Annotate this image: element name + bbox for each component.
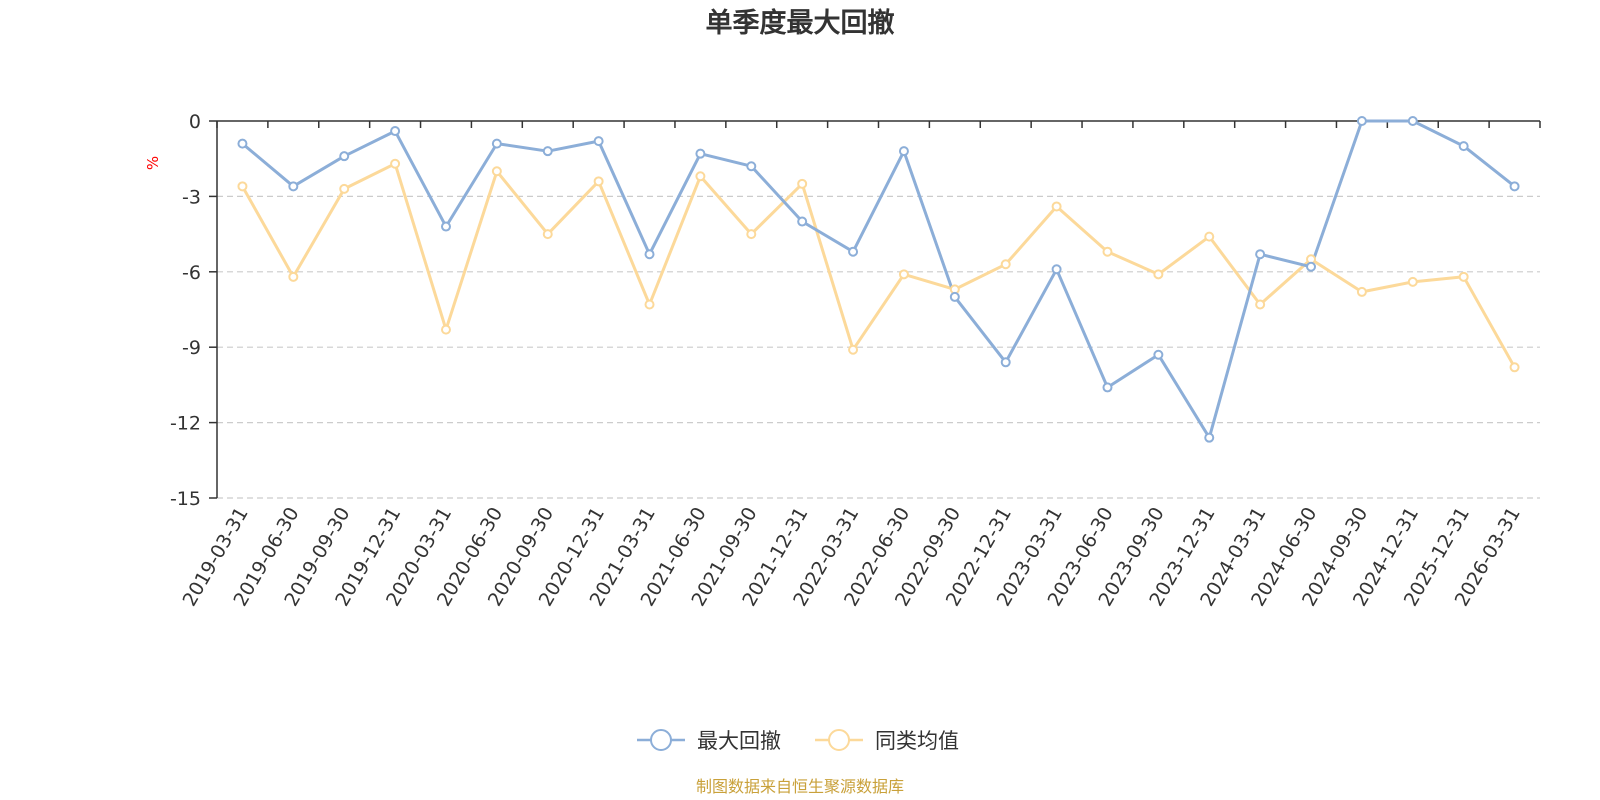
legend-label: 同类均值	[875, 729, 959, 753]
data-point[interactable]	[1153, 349, 1164, 360]
data-point[interactable]	[1407, 116, 1418, 126]
data-point[interactable]	[593, 136, 604, 147]
data-point[interactable]	[593, 176, 604, 187]
data-point[interactable]	[491, 166, 502, 177]
y-tick-label: 0	[189, 111, 201, 133]
data-point[interactable]	[1356, 286, 1367, 297]
source-note: 制图数据来自恒生聚源数据库	[696, 777, 904, 796]
series-line-1	[241, 162, 1516, 369]
data-point[interactable]	[644, 249, 655, 260]
legend-marker	[650, 729, 672, 751]
data-point[interactable]	[1000, 259, 1011, 270]
y-tick-label: -15	[170, 488, 201, 510]
data-point[interactable]	[1509, 362, 1520, 373]
data-point[interactable]	[237, 138, 248, 149]
data-point[interactable]	[288, 181, 299, 192]
data-point[interactable]	[288, 271, 299, 282]
data-point[interactable]	[695, 148, 706, 159]
data-point[interactable]	[237, 181, 248, 192]
y-tick-label: -9	[182, 337, 201, 359]
data-point[interactable]	[542, 229, 553, 240]
data-point[interactable]	[949, 291, 960, 302]
data-point[interactable]	[1509, 181, 1520, 192]
data-point[interactable]	[644, 299, 655, 310]
grid-lines	[217, 195, 1540, 499]
data-point[interactable]	[390, 158, 401, 169]
y-tick-label: -3	[182, 186, 201, 208]
legend[interactable]: 最大回撤 同类均值	[637, 729, 959, 753]
axes: 0-3-6-9-12-152019-03-312019-06-302019-09…	[170, 111, 1541, 610]
series-lines	[237, 116, 1520, 443]
data-point[interactable]	[1204, 432, 1215, 443]
data-point[interactable]	[491, 138, 502, 149]
data-point[interactable]	[339, 183, 350, 194]
data-point[interactable]	[898, 146, 909, 157]
data-point[interactable]	[339, 151, 350, 162]
data-point[interactable]	[440, 221, 451, 232]
legend-item-0[interactable]: 最大回撤	[637, 729, 781, 753]
data-point[interactable]	[746, 229, 757, 240]
data-point[interactable]	[1204, 231, 1215, 242]
data-point[interactable]	[1000, 357, 1011, 368]
y-tick-label: -6	[182, 262, 201, 284]
data-point[interactable]	[695, 171, 706, 182]
series-line-0	[241, 119, 1516, 440]
data-point[interactable]	[848, 344, 859, 355]
data-point[interactable]	[1255, 299, 1266, 310]
data-point[interactable]	[1356, 116, 1367, 126]
data-point[interactable]	[1255, 249, 1266, 260]
legend-marker	[828, 729, 850, 751]
data-point[interactable]	[797, 178, 808, 189]
data-point[interactable]	[1102, 246, 1113, 257]
data-point[interactable]	[1407, 276, 1418, 287]
data-point[interactable]	[746, 161, 757, 172]
data-point[interactable]	[848, 246, 859, 257]
legend-label: 最大回撤	[697, 729, 781, 753]
y-axis-unit-label: %	[144, 156, 162, 170]
data-point[interactable]	[1458, 141, 1469, 152]
data-point[interactable]	[797, 216, 808, 227]
data-point[interactable]	[1306, 261, 1317, 272]
data-point[interactable]	[1051, 201, 1062, 212]
chart-title: 单季度最大回撤	[706, 7, 895, 39]
legend-item-1[interactable]: 同类均值	[815, 729, 959, 753]
data-point[interactable]	[1051, 264, 1062, 275]
data-point[interactable]	[390, 126, 401, 137]
data-point[interactable]	[1458, 271, 1469, 282]
data-point[interactable]	[440, 324, 451, 335]
y-tick-label: -12	[170, 413, 201, 435]
data-point[interactable]	[542, 146, 553, 157]
data-point[interactable]	[1153, 269, 1164, 280]
data-point[interactable]	[898, 269, 909, 280]
data-point[interactable]	[1102, 382, 1113, 393]
